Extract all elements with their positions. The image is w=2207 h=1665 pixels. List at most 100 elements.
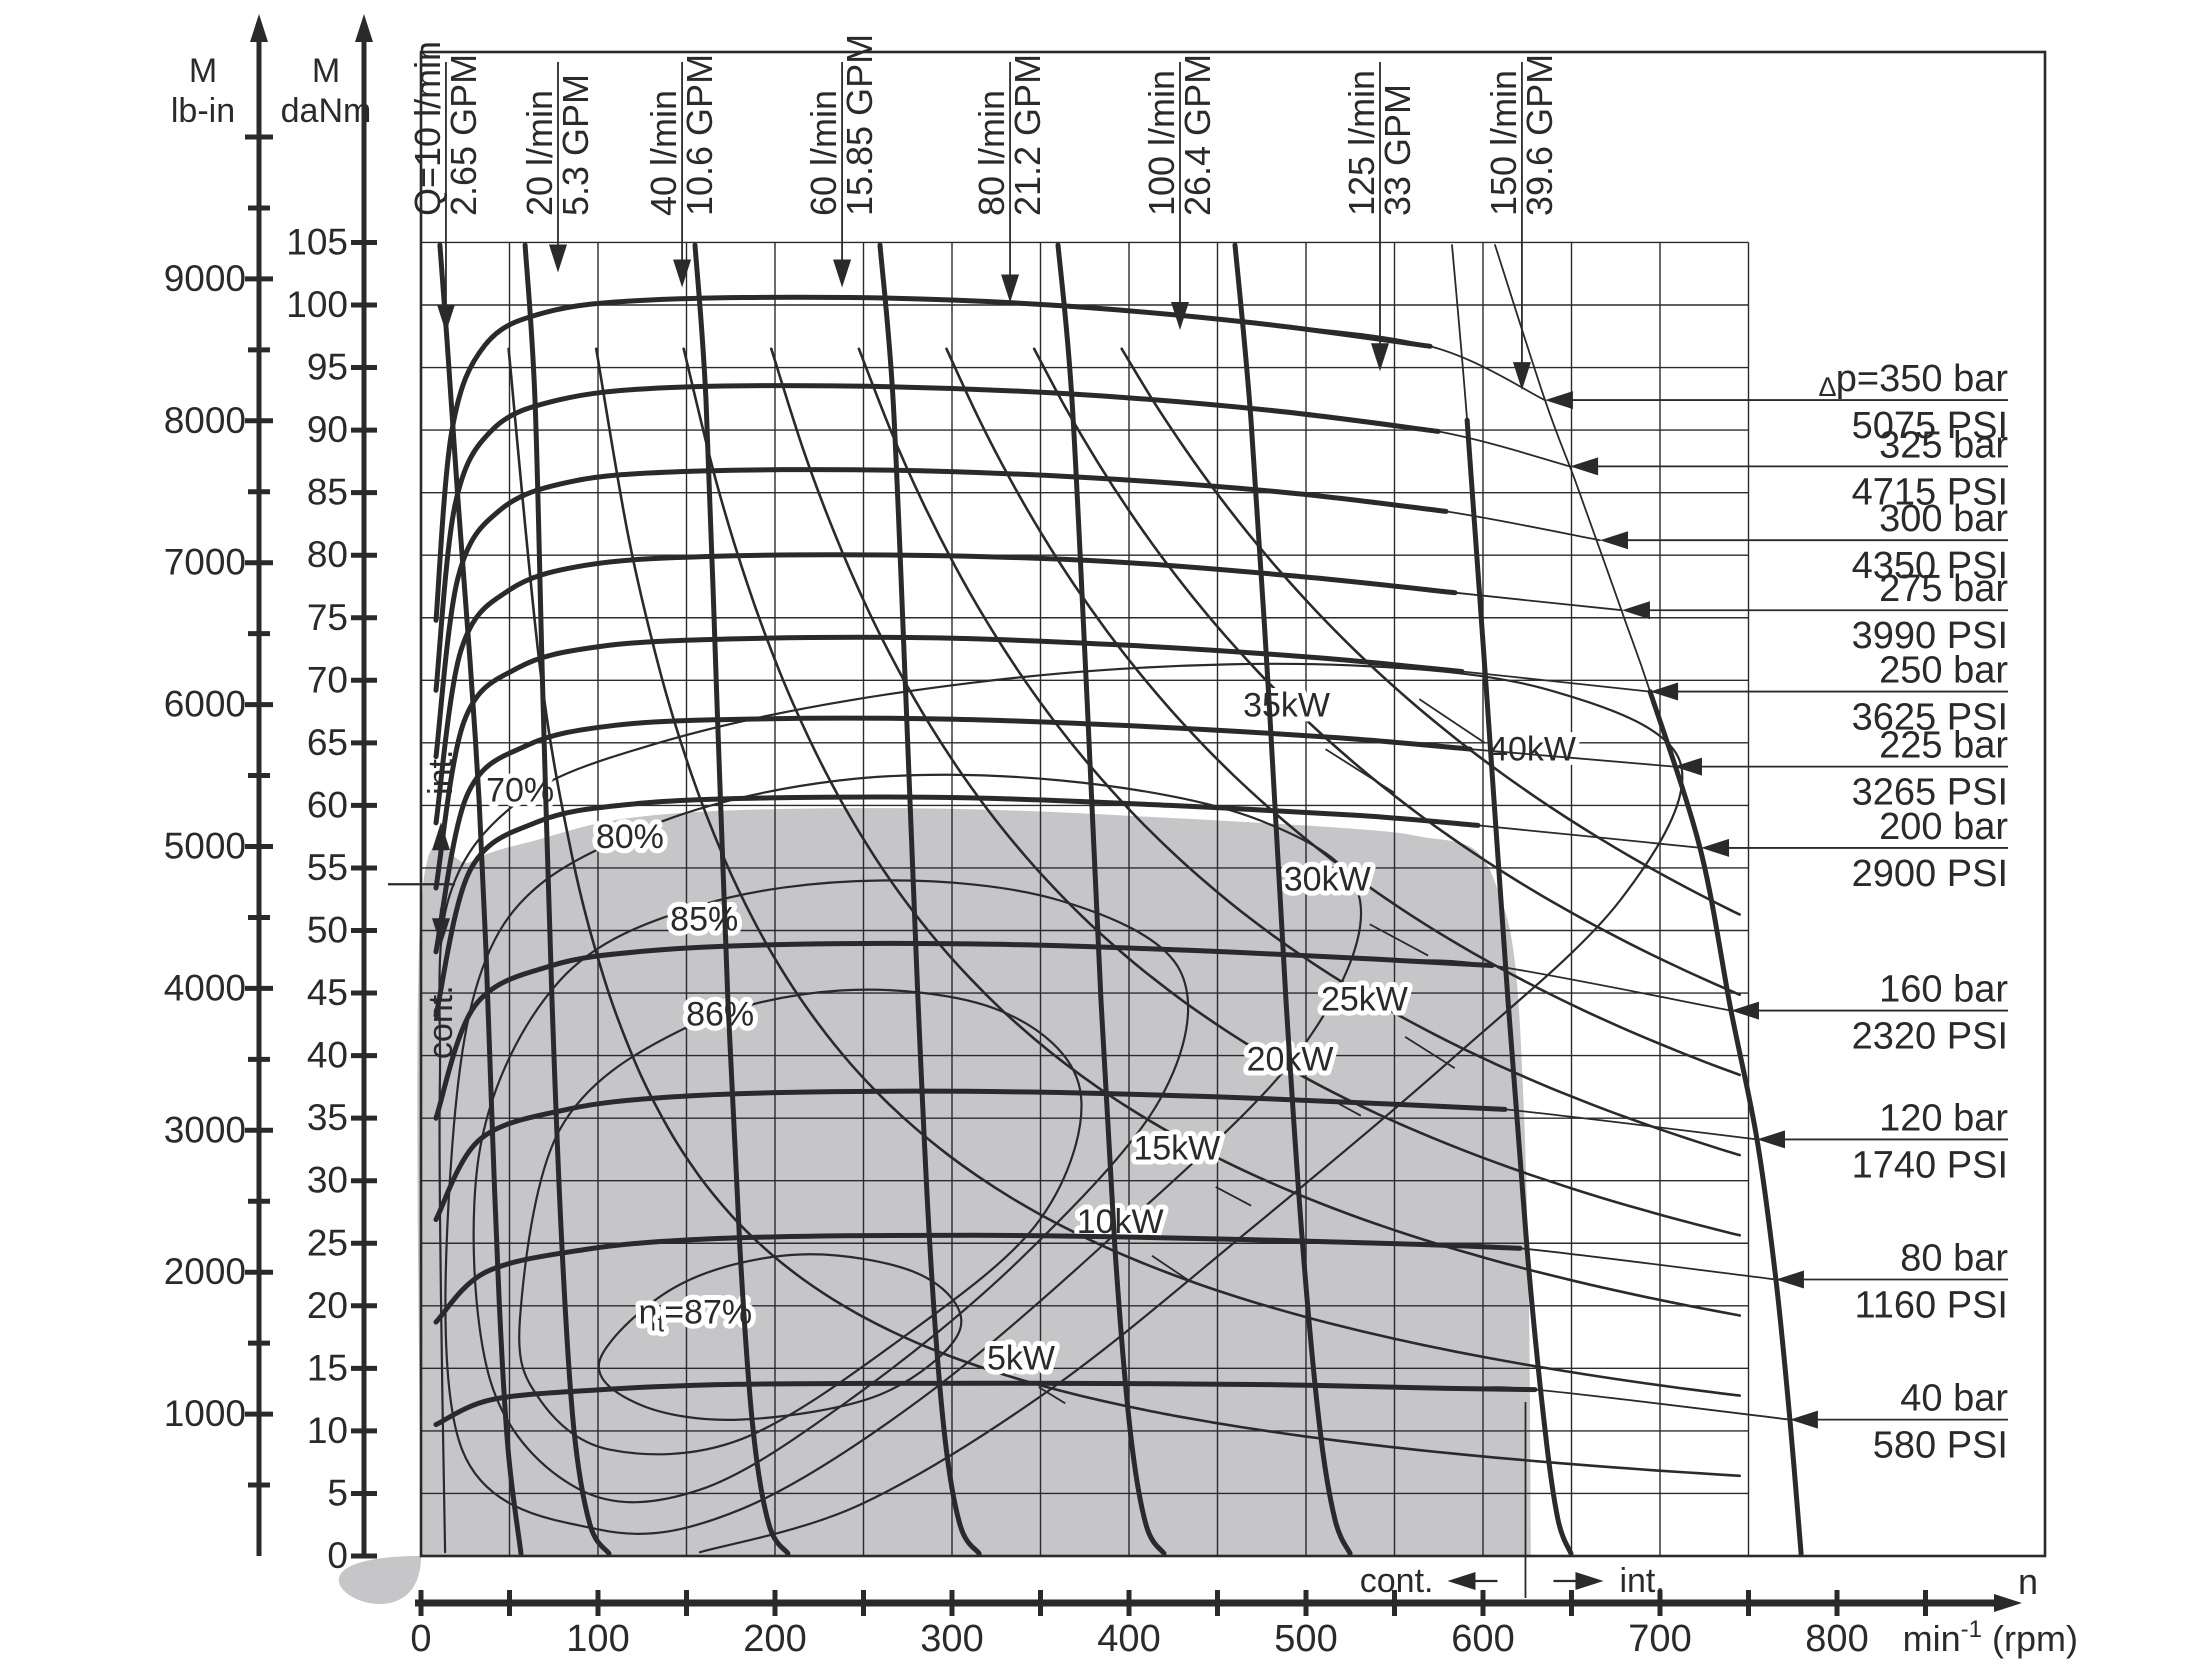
efficiency-contour-70 [438,662,1684,1554]
flow-arrow-icon [1370,343,1389,372]
grid [420,241,1750,1557]
flow-label-60lpm: 60 l/min [803,90,844,216]
y-tick-label-danm-70: 70 [307,659,348,700]
x-tick-label-100: 100 [566,1618,629,1660]
continuous-region-fill [338,808,1614,1604]
efficiency-label-86: 86% [686,996,754,1034]
int-arrow-icon [1575,1572,1604,1590]
power-label-leader [1038,1386,1066,1405]
y-tick-label-danm-75: 75 [307,597,348,638]
power-label-leader [1404,1036,1456,1069]
pressure-curve-325bar [433,383,1441,693]
power-label-35kw: 35kW [1243,687,1330,725]
power-label-30kw: 30kW [1284,860,1371,898]
y-tick-label-danm-80: 80 [307,534,348,575]
pressure-arrow-icon [1789,1410,1818,1429]
flow-arrow-icon [1170,302,1189,331]
power-curve-30kw [945,347,1741,1077]
pressure-curve-275bar [433,552,1458,826]
continuous-region [338,808,1614,1604]
pressure-label-120bar: 120 bar [1879,1097,2008,1139]
pressure-label-psi-325: 4715 PSI [1852,471,2008,513]
pressure-label-80bar: 80 bar [1900,1238,2008,1280]
int-label-left: int. [422,750,460,795]
x-tick-label-700: 700 [1628,1618,1691,1660]
x-tick-label-400: 400 [1097,1618,1160,1660]
pressure-curve-300bar [433,467,1449,760]
y-axis-danm-title: M [312,52,340,90]
pressure-curve-thin-275bar [435,553,1623,824]
y-tick-label-danm-35: 35 [307,1097,348,1138]
cont-arrow-icon [1447,1572,1476,1590]
efficiency-contours: 70%80%85%86%ηt=87% [438,662,1684,1554]
x-tick-label-600: 600 [1451,1618,1514,1660]
flow-curve-125lpm [1464,417,1574,1556]
y-tick-label-lbin-6000: 6000 [164,684,246,725]
flow-label-100lpm: 100 l/min [1141,70,1182,216]
x-axis-unit: min-1 (rpm) [1903,1616,2078,1659]
power-label-leader [1418,698,1486,744]
pressure-curve-120bar [433,1088,1508,1222]
flow-curve-60lpm [877,242,982,1556]
pressure-curve-350bar [433,294,1433,623]
efficiency-contour-80 [444,773,1363,1535]
pressure-arrow-icon [1570,457,1599,476]
pressure-label-psi-275: 3990 PSI [1852,615,2008,657]
pressure-curves [433,294,1791,1428]
pressure-label-200bar: 200 bar [1879,806,2008,848]
flow-curve-10lpm [437,242,524,1556]
pressure-label-275bar: 275 bar [1879,568,2008,610]
y-tick-label-danm-90: 90 [307,409,348,450]
flow-arrow-icon [673,259,692,288]
pressure-curve-250bar [433,634,1465,891]
pressure-arrow-icon [1756,1130,1785,1149]
flow-label-20lpm: 20 l/min [519,90,560,216]
y-tick-label-danm-30: 30 [307,1160,348,1201]
power-label-leader [1215,1186,1252,1207]
y-tick-label-danm-45: 45 [307,972,348,1013]
y-tick-label-lbin-8000: 8000 [164,400,246,441]
x-tick-label-200: 200 [743,1618,806,1660]
flow-curve-100lpm [1232,242,1353,1556]
pressure-arrow-icon [1701,838,1730,857]
pressure-curve-200bar [433,794,1481,1019]
flow-arrow-icon [548,244,567,273]
pressure-arrow-icon [1775,1270,1804,1289]
pressure-label-40bar: 40 bar [1900,1378,2008,1420]
int-label-bottom: int. [1619,1562,1664,1600]
y-tick-label-lbin-9000: 9000 [164,258,246,299]
pressure-label-psi-225: 3265 PSI [1852,772,2008,814]
flow-curve-80lpm [1055,242,1167,1556]
y-tick-label-lbin-1000: 1000 [164,1393,246,1434]
y-tick-label-lbin-3000: 3000 [164,1109,246,1150]
y-tick-label-danm-20: 20 [307,1285,348,1326]
cont-label-left: cont. [422,985,460,1059]
y-tick-label-danm-25: 25 [307,1222,348,1263]
y-axis-lbin-title: M [189,52,217,90]
pressure-label-350bar: ∆p=350 bar [1819,358,2008,402]
flow-curve-20lpm [522,242,612,1556]
y-tick-label-danm-50: 50 [307,910,348,951]
power-curve-10kw [594,347,1741,1397]
y-tick-label-lbin-7000: 7000 [164,542,246,583]
power-curve-5kw [507,347,1741,1478]
power-label-leader [1369,923,1429,957]
flow-arrow-icon [833,259,852,288]
efficiency-label-87: ηt=87% [639,1293,753,1337]
pressure-label-325bar: 325 bar [1879,424,2008,466]
y-axis-lbin: 1000 2000 3000 4000 5000 6000 7000 8000 9000 Mlb-… [164,14,273,1556]
x-tick-label-500: 500 [1274,1618,1337,1660]
x-axis-title-n: n [2018,1561,2038,1602]
flow-label-gpm-60lpm: 15.85 GPM [839,34,880,216]
plot-frame [419,50,2047,1558]
flow-arrow-icon [1001,274,1020,303]
y-tick-label-danm-5: 5 [327,1472,348,1513]
power-label-leader [1151,1255,1190,1282]
y-tick-label-lbin-5000: 5000 [164,826,246,867]
x-tick-label-0: 0 [410,1618,431,1660]
flow-curve-150lpm [1647,689,1804,1556]
pressure-label-psi-350: 5075 PSI [1852,405,2008,447]
axis-arrow-icon [250,14,268,42]
